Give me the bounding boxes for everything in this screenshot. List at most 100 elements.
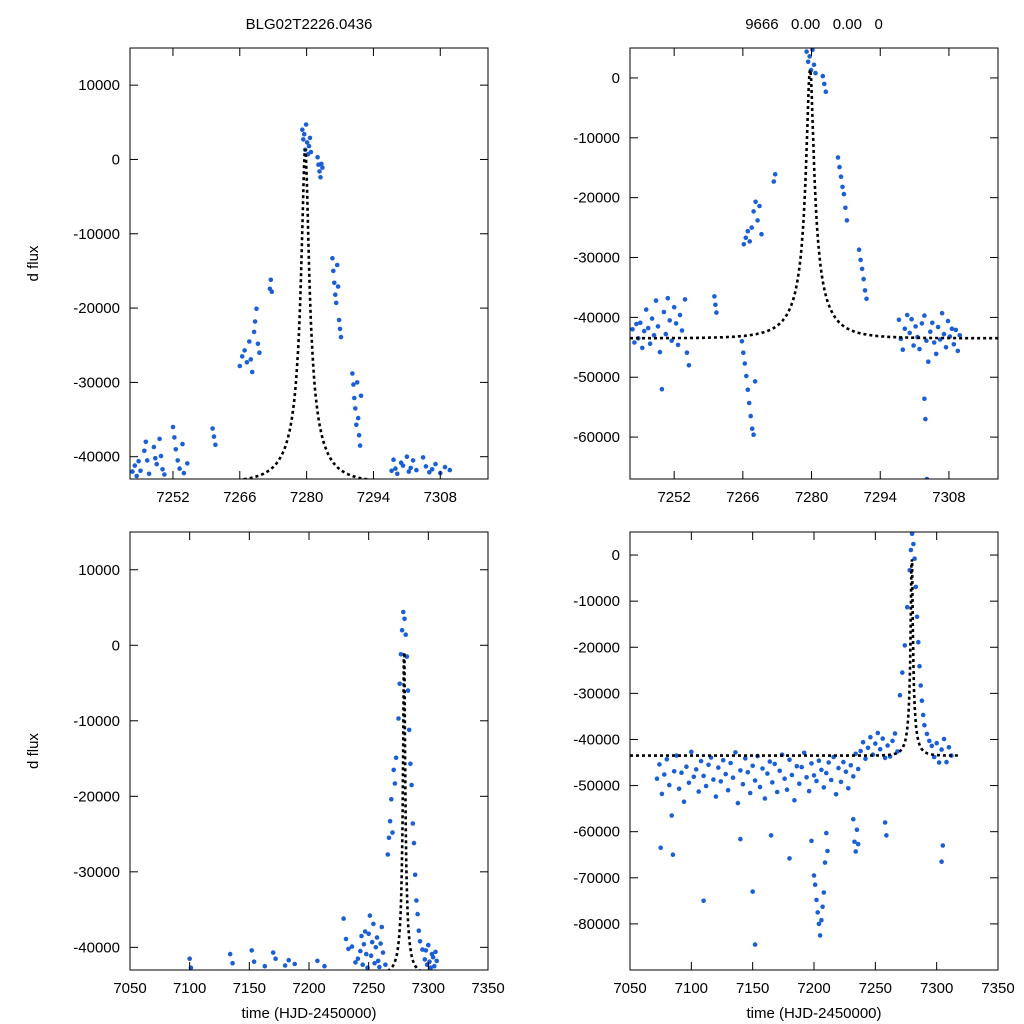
x-tick-label: 7200 [797, 980, 830, 997]
data-point [782, 776, 787, 781]
data-point [180, 441, 185, 447]
data-point [355, 956, 361, 961]
data-point [674, 753, 679, 758]
data-point [146, 471, 152, 477]
data-point [373, 945, 379, 950]
data-point [909, 316, 914, 322]
data-point [679, 328, 685, 333]
data-point [752, 778, 758, 783]
data-point [824, 770, 829, 776]
data-point [751, 209, 756, 214]
data-point [662, 772, 667, 777]
data-point [420, 455, 426, 460]
data-point [643, 307, 649, 312]
data-point [804, 49, 809, 54]
data-point [319, 161, 324, 167]
x-tick-label: 7350 [471, 980, 504, 997]
data-point [843, 769, 849, 774]
data-point [911, 343, 916, 348]
data-point [354, 422, 359, 428]
data-point [927, 738, 932, 744]
data-point [946, 745, 952, 750]
data-point [843, 205, 848, 211]
x-tick-label: 7250 [859, 980, 892, 997]
data-point [735, 800, 741, 806]
data-point [746, 400, 752, 406]
data-point [237, 363, 243, 369]
data-point [406, 727, 412, 733]
data-point [249, 948, 254, 953]
data-point [659, 386, 665, 392]
data-point [923, 416, 928, 422]
data-point [752, 942, 758, 947]
data-point [698, 758, 704, 764]
data-point [706, 762, 711, 768]
data-point [665, 295, 671, 301]
data-point [400, 463, 406, 468]
data-point [835, 155, 841, 160]
data-point [404, 454, 410, 460]
data-point [851, 774, 856, 779]
y-tick-label: -30000 [73, 864, 120, 881]
data-point [855, 766, 861, 772]
data-point [153, 455, 158, 461]
data-point [784, 787, 790, 792]
data-point [647, 341, 653, 347]
y-tick-label: -50000 [573, 778, 620, 795]
data-point [132, 463, 138, 468]
data-point [743, 756, 748, 761]
data-point [862, 288, 868, 293]
data-point [859, 266, 865, 272]
y-tick-label: -10000 [573, 593, 620, 610]
data-point [333, 300, 339, 306]
data-point [922, 313, 927, 318]
data-point [880, 736, 885, 741]
data-point [262, 963, 268, 969]
data-point [177, 466, 182, 471]
data-point [733, 750, 738, 755]
data-point [884, 833, 889, 838]
data-point [939, 747, 944, 752]
data-point [408, 761, 413, 767]
data-point [338, 334, 344, 340]
data-point [330, 255, 335, 261]
data-point [728, 760, 733, 766]
data-point [957, 333, 962, 338]
data-point [787, 757, 792, 763]
data-point [422, 957, 428, 962]
data-point [654, 776, 660, 781]
data-point [945, 318, 951, 324]
data-point [912, 556, 917, 561]
data-point [907, 330, 912, 336]
data-point [748, 413, 753, 419]
y-tick-label: -40000 [73, 449, 120, 466]
data-point [405, 688, 411, 693]
data-point [917, 663, 922, 669]
data-point [846, 786, 851, 791]
data-point [757, 784, 763, 790]
data-point [929, 743, 935, 749]
data-point [144, 458, 150, 463]
plot-frame [129, 47, 489, 480]
data-point [804, 775, 809, 780]
data-point [173, 447, 179, 452]
data-point [684, 350, 690, 356]
data-point [744, 373, 749, 379]
data-point [320, 165, 325, 170]
data-point [428, 965, 434, 970]
data-point [933, 351, 939, 357]
data-point [653, 298, 659, 303]
data-point [855, 841, 861, 847]
data-point [854, 827, 860, 833]
data-point [745, 387, 751, 393]
data-point [315, 958, 320, 964]
y-tick-label: 0 [112, 151, 120, 168]
data-point [645, 325, 651, 331]
data-point [817, 933, 823, 938]
data-point [686, 363, 692, 368]
data-point [251, 329, 257, 335]
x-tick-label: 7050 [113, 980, 146, 997]
data-point [809, 761, 814, 766]
data-point [641, 328, 647, 334]
data-point [686, 780, 692, 786]
